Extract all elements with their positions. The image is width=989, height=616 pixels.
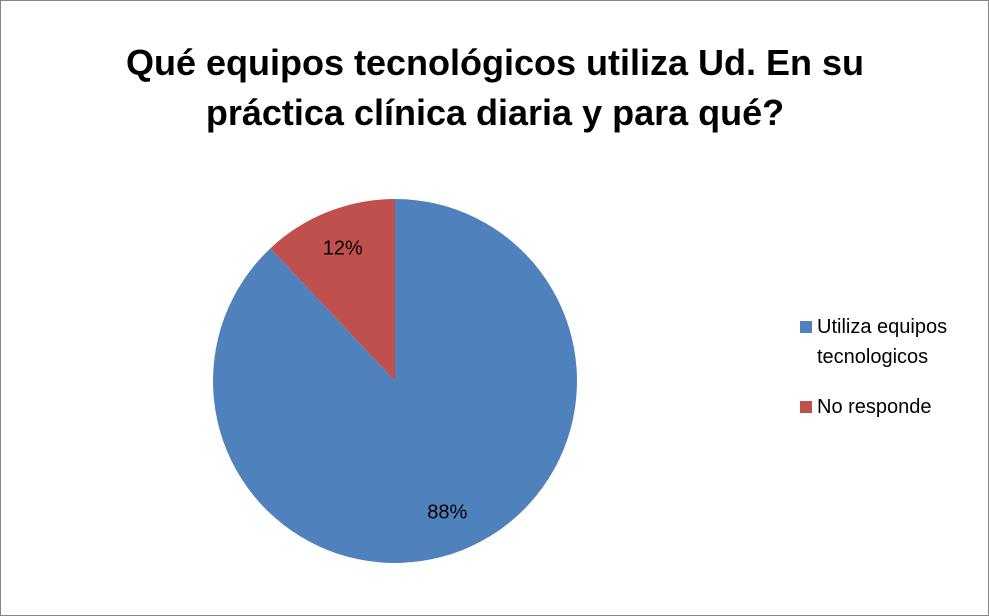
legend-label: No responde (817, 396, 932, 418)
pie-slice (270, 199, 395, 381)
data-label: 88% (427, 501, 467, 523)
data-label: 12% (323, 237, 363, 259)
legend-item: No responde (800, 392, 977, 422)
legend-label: Utiliza equipos tecnologicos (817, 316, 948, 368)
legend-swatch (800, 321, 812, 333)
legend-item: Utiliza equipos tecnologicos (800, 312, 977, 372)
legend-swatch (800, 401, 812, 413)
chart-title: Qué equipos tecnológicos utiliza Ud. En … (125, 42, 865, 133)
